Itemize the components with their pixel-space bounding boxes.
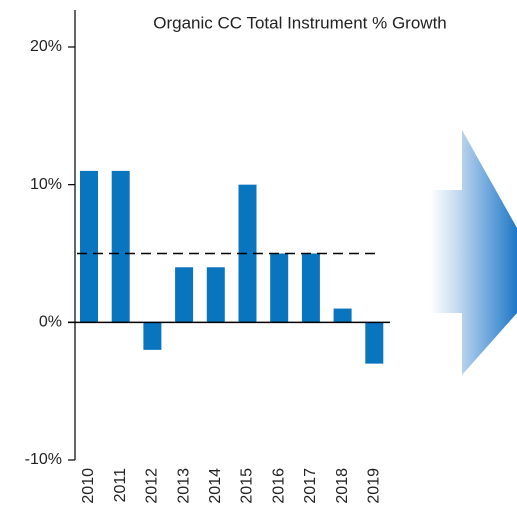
x-tick-label: 2018 bbox=[334, 468, 351, 504]
bar bbox=[301, 253, 320, 323]
arrow bbox=[430, 130, 517, 375]
x-tick-label: 2019 bbox=[366, 468, 383, 504]
x-tick-label: 2015 bbox=[239, 468, 256, 504]
bar bbox=[238, 184, 257, 323]
y-tick-label: 20% bbox=[30, 38, 62, 55]
x-tick-label: 2012 bbox=[144, 468, 161, 504]
y-tick-label: 10% bbox=[30, 176, 62, 193]
bar bbox=[80, 170, 98, 323]
bar bbox=[111, 170, 130, 323]
bar bbox=[333, 308, 352, 323]
x-tick-label: 2014 bbox=[207, 468, 224, 504]
x-tick-label: 2016 bbox=[270, 468, 287, 504]
x-tick-label: 2010 bbox=[80, 468, 97, 504]
bar bbox=[143, 322, 162, 350]
bar bbox=[175, 267, 194, 323]
chart-title: Organic CC Total Instrument % Growth bbox=[153, 13, 447, 32]
x-tick-label: 2013 bbox=[175, 468, 192, 504]
bar bbox=[270, 253, 289, 323]
x-tick-label: 2017 bbox=[302, 468, 319, 504]
bar bbox=[206, 267, 225, 323]
x-tick-label: 2011 bbox=[112, 468, 129, 503]
bar bbox=[365, 322, 384, 364]
y-tick-label: -10% bbox=[25, 451, 62, 468]
y-tick-label: 0% bbox=[39, 314, 62, 331]
